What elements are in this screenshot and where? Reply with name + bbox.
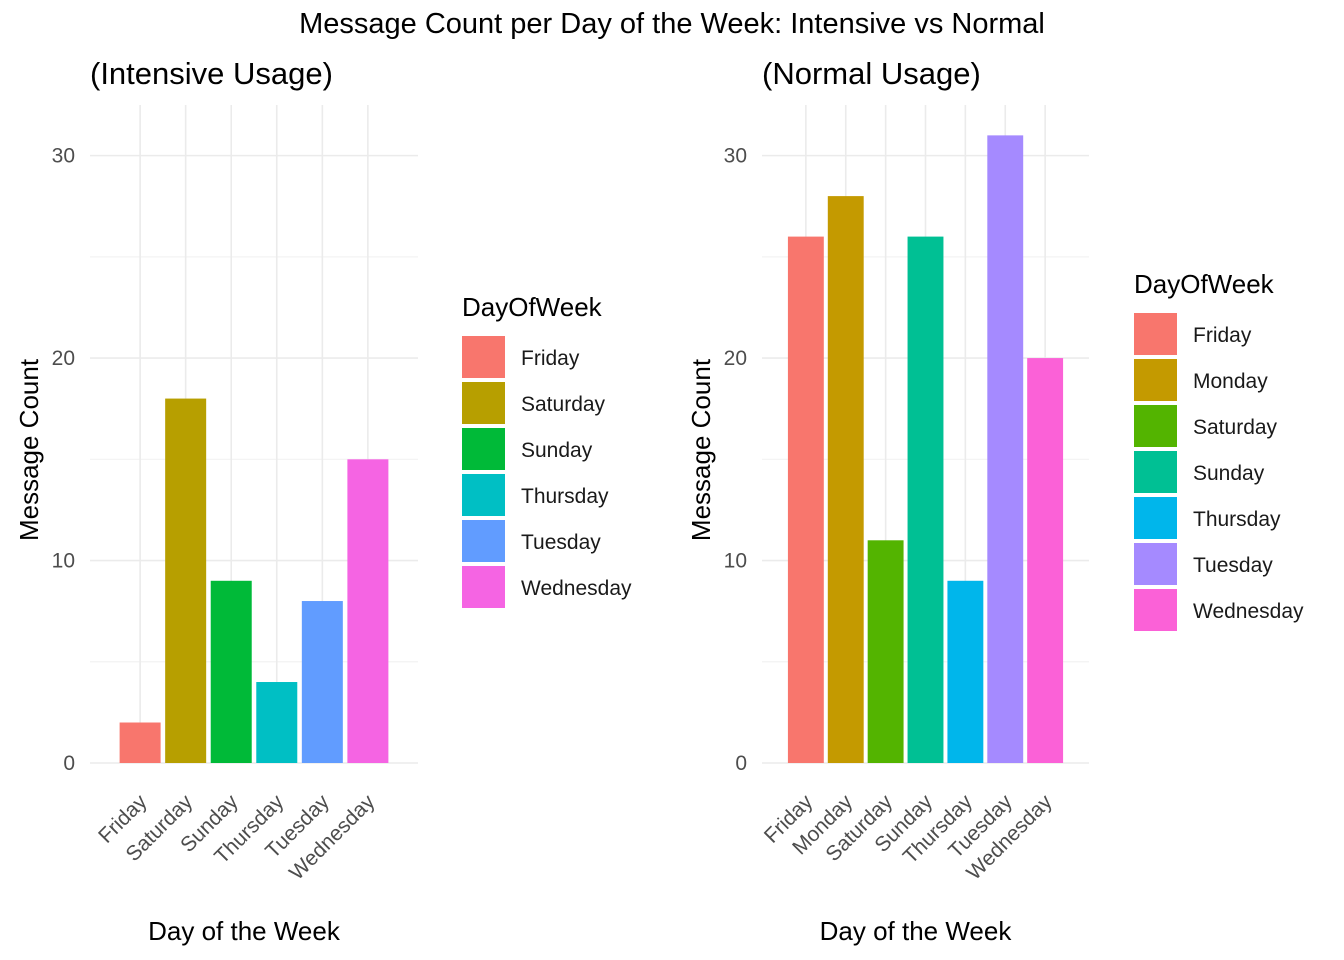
legend-key-saturday xyxy=(462,382,505,424)
y-axis-title: Message Count xyxy=(686,358,716,541)
legend-label: Thursday xyxy=(521,485,609,508)
legend-key-saturday xyxy=(1134,405,1177,447)
y-tick-label: 20 xyxy=(52,347,75,370)
bar-saturday xyxy=(165,398,207,763)
legend-key-thursday xyxy=(462,474,505,516)
bar-sunday xyxy=(210,580,252,763)
bar-wednesday xyxy=(1027,358,1064,763)
legend-key-wednesday xyxy=(1134,589,1177,631)
chart-panels: 0 10 20 30 Friday Saturday Sunday Thursday Tuesd… xyxy=(14,56,1304,946)
legend-label: Saturday xyxy=(521,393,606,416)
chart-panel-normal: 0 10 20 30 Friday Monday Saturday Sunday Thursda… xyxy=(686,56,1304,946)
panel-title: (Normal Usage) xyxy=(762,56,981,91)
legend-label: Monday xyxy=(1193,370,1268,393)
legend: DayOfWeek Friday Monday Saturday Sunday Thurs… xyxy=(1134,269,1304,631)
legend-label: Friday xyxy=(521,347,580,370)
figure-title: Message Count per Day of the Week: Inten… xyxy=(299,8,1045,40)
y-tick-label: 30 xyxy=(724,145,747,168)
legend-label: Wednesday xyxy=(1193,600,1304,623)
legend-label: Friday xyxy=(1193,324,1252,347)
y-tick-label: 30 xyxy=(52,145,75,168)
y-tick-label: 0 xyxy=(63,752,75,775)
legend-title: DayOfWeek xyxy=(462,292,603,322)
chart-panel-intensive: 0 10 20 30 Friday Saturday Sunday Thursday Tuesd… xyxy=(14,56,632,946)
x-axis-title: Day of the Week xyxy=(148,916,341,946)
legend-label: Tuesday xyxy=(521,531,601,554)
bar-tuesday xyxy=(987,135,1024,763)
y-tick-label: 10 xyxy=(724,550,747,573)
panel-title: (Intensive Usage) xyxy=(90,56,333,91)
legend-label: Thursday xyxy=(1193,508,1281,531)
legend-title: DayOfWeek xyxy=(1134,269,1275,299)
legend-key-tuesday xyxy=(462,520,505,562)
legend-key-tuesday xyxy=(1134,543,1177,585)
bar-monday xyxy=(827,196,864,764)
bar-friday xyxy=(787,236,824,764)
legend: DayOfWeek Friday Saturday Sunday Thursday Tue… xyxy=(462,292,632,608)
bar-sunday xyxy=(907,236,944,764)
legend-key-monday xyxy=(1134,359,1177,401)
x-axis-title: Day of the Week xyxy=(820,916,1013,946)
bar-thursday xyxy=(256,682,298,763)
legend-key-sunday xyxy=(462,428,505,470)
legend-key-friday xyxy=(462,336,505,378)
legend-key-friday xyxy=(1134,313,1177,355)
y-tick-label: 10 xyxy=(52,550,75,573)
legend-key-thursday xyxy=(1134,497,1177,539)
legend-key-sunday xyxy=(1134,451,1177,493)
legend-label: Saturday xyxy=(1193,416,1278,439)
bar-friday xyxy=(119,722,161,763)
y-axis-title: Message Count xyxy=(14,358,44,541)
bar-thursday xyxy=(947,580,984,763)
legend-key-wednesday xyxy=(462,566,505,608)
bar-saturday xyxy=(867,540,904,763)
legend-label: Sunday xyxy=(521,439,593,462)
legend-label: Tuesday xyxy=(1193,554,1273,577)
y-tick-label: 0 xyxy=(735,752,747,775)
legend-label: Sunday xyxy=(1193,462,1265,485)
y-tick-label: 20 xyxy=(724,347,747,370)
bar-wednesday xyxy=(347,459,389,763)
bar-tuesday xyxy=(301,601,343,763)
legend-label: Wednesday xyxy=(521,577,632,600)
